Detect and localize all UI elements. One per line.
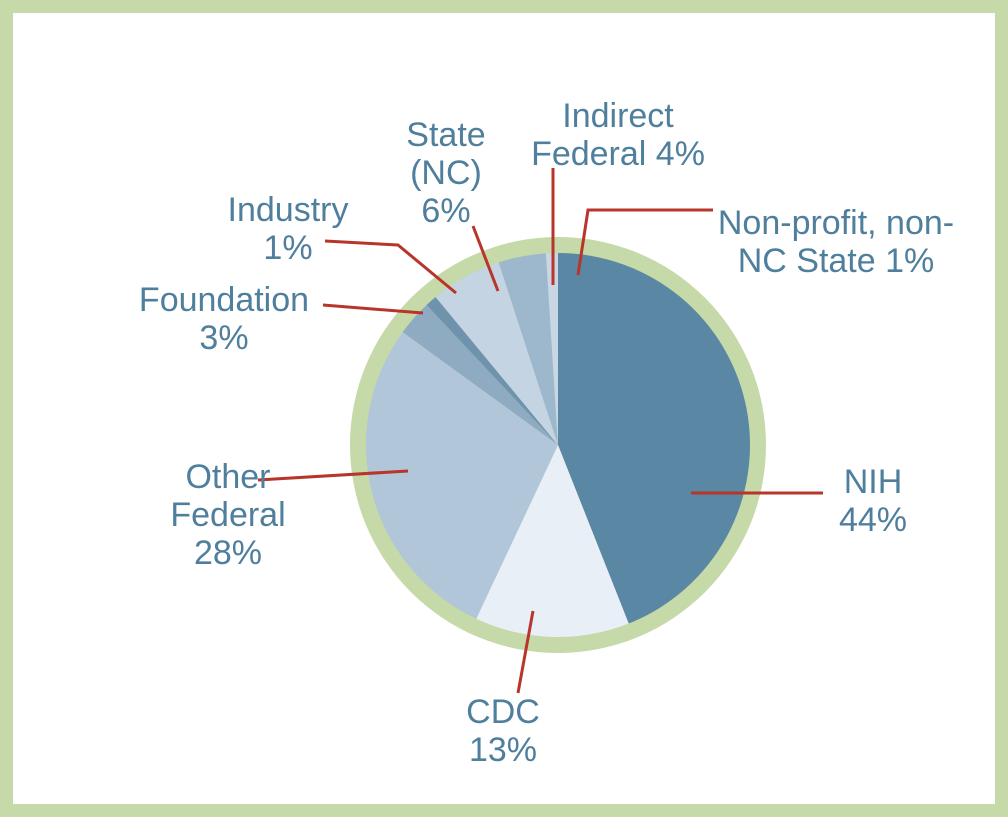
pie-slice (426, 297, 558, 445)
pie-slice (366, 332, 558, 619)
value-label: 4% (655, 135, 705, 173)
slice-label: Non-profit, non-NC State 1% (711, 204, 961, 280)
value-label: 13% (468, 731, 538, 769)
pie-slice (435, 262, 558, 445)
pie-slice (545, 253, 558, 445)
category-label: State (NC) (406, 116, 486, 192)
slice-label: State (NC) 6% (396, 116, 496, 230)
slice-label: Other Federal 28% (163, 458, 293, 572)
value-label: 1% (885, 242, 935, 280)
slice-label: Indirect Federal 4% (508, 97, 728, 173)
slice-label: Industry 1% (213, 191, 363, 267)
category-label: CDC (466, 693, 540, 731)
slice-label: Foundation 3% (124, 281, 324, 357)
chart (257, 168, 823, 694)
category-label: Other Federal (170, 458, 286, 534)
category-label: Industry (227, 191, 349, 229)
value-label: 44% (838, 501, 908, 539)
leader-line (471, 225, 500, 292)
value-label: 28% (193, 534, 263, 572)
value-label: 6% (421, 192, 471, 230)
pie-slice (558, 253, 751, 624)
pie-slice (476, 445, 629, 637)
leader-line (257, 469, 409, 482)
category-label: Indirect Federal (531, 97, 674, 173)
category-label: Foundation (138, 281, 310, 319)
leader-line (322, 303, 424, 315)
leader-line (576, 208, 713, 276)
leader-line (516, 610, 535, 694)
pie-slice (402, 305, 558, 445)
pie-slice (498, 253, 558, 445)
category-label: NIH (843, 463, 903, 501)
slice-label: NIH 44% (833, 463, 913, 539)
value-label: 3% (199, 319, 249, 357)
category-label: Non-profit, non-NC State (717, 204, 955, 280)
leader-line (324, 239, 457, 295)
slice-label: CDC 13% (458, 693, 548, 769)
value-label: 1% (263, 229, 313, 267)
